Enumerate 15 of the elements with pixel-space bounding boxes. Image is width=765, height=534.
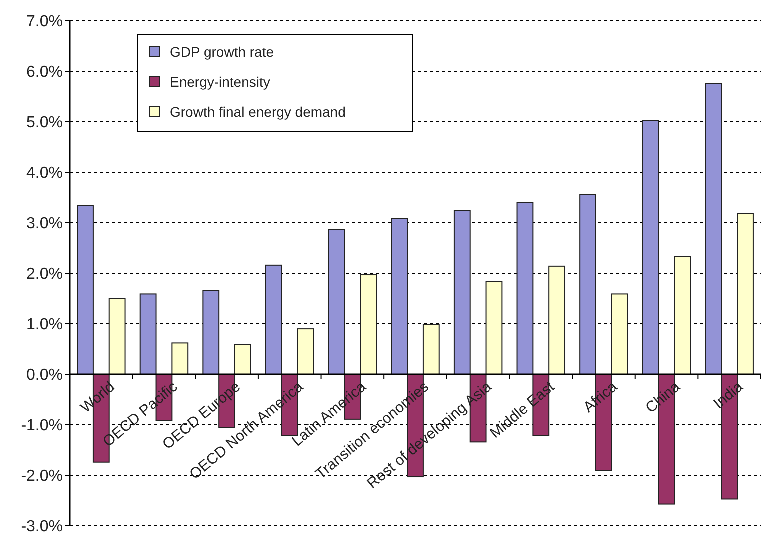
y-tick-label: 2.0% xyxy=(26,266,63,284)
y-tick-label: -2.0% xyxy=(21,468,63,486)
y-tick-label: -3.0% xyxy=(21,518,63,534)
y-tick-label: 4.0% xyxy=(26,165,63,182)
y-tick-label: 3.0% xyxy=(26,216,63,233)
legend-label: Growth final energy demand xyxy=(170,104,346,120)
y-tick-label: 6.0% xyxy=(26,64,63,82)
legend-label: GDP growth rate xyxy=(170,44,274,60)
y-tick-label: 0.0% xyxy=(26,367,63,384)
y-tick-label: 7.0% xyxy=(26,14,63,31)
y-tick-label: 1.0% xyxy=(26,316,63,334)
x-tick-label: India xyxy=(710,378,747,413)
legend-label: Energy-intensity xyxy=(170,74,270,90)
y-tick-label: 5.0% xyxy=(26,114,63,132)
y-tick-label: -1.0% xyxy=(21,418,63,435)
